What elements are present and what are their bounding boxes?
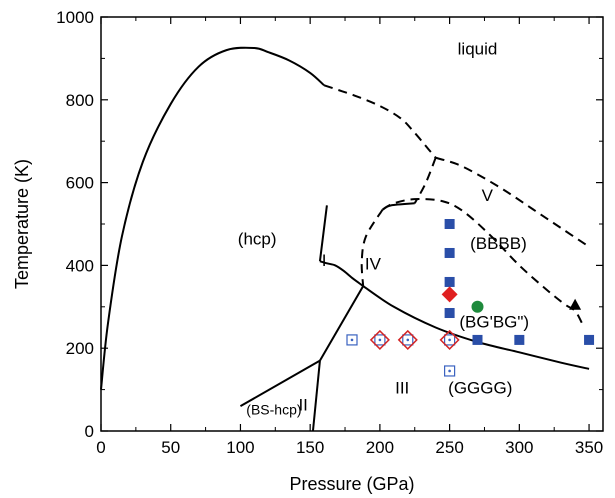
plot-frame [100,16,604,432]
open-diamond-marker [397,329,418,350]
phase-boundary-solid [311,360,321,432]
phase-labels: liquid (hcp) I IV V (BBBB) (BG'BG") III (GGGG) II… [238,39,529,417]
phase-label: liquid [458,39,498,58]
y-tick-label: 600 [66,174,94,193]
y-tick-label: 1000 [56,8,94,27]
y-tick-label: 800 [66,91,94,110]
x-tick-label: 0 [96,438,105,457]
x-tick-label: 300 [505,438,533,457]
open-square-center-dot [350,338,354,342]
filled-square-marker [444,219,455,229]
filled-circle-marker [471,300,484,313]
phase-label: IV [365,255,382,274]
open-square-center-dot [448,338,451,342]
x-tick-label: 150 [296,438,324,457]
filled-square-marker [444,247,455,258]
y-tick-label: 400 [66,256,94,275]
data-markers [346,219,595,377]
open-square-center-dot [406,338,410,342]
axis-ticks: 0 50 100 150 200 250 300 350 0 200 400 600 800 1000 [56,8,603,457]
phase-boundary-dashed [323,84,437,159]
phase-label: III [395,379,409,398]
filled-square-marker [472,334,483,345]
filled-square-marker [514,334,525,345]
filled-diamond-marker [441,286,458,303]
filled-square-marker [444,276,455,287]
phase-boundary-dashed [413,157,437,204]
filled-triangle-marker [569,298,582,310]
phase-boundary-dashed [435,156,590,248]
x-tick-label: 200 [366,438,394,457]
phase-label: (GGGG) [448,379,512,398]
open-square-center-dot [378,338,382,342]
open-diamond-marker [439,329,460,350]
y-tick-label: 0 [85,422,94,441]
phase-label: (hcp) [238,230,277,249]
phase-boundary-solid [239,359,321,408]
phase-label: (BG'BG") [459,313,529,332]
phase-label: (BBBB) [470,234,527,253]
phase-label: I [322,251,327,270]
phase-boundary-solid [319,260,364,287]
x-tick-label: 250 [435,438,463,457]
open-diamond-marker [369,329,390,350]
phase-label: (BS-hcp) [246,401,301,417]
open-square-center-dot [448,369,451,373]
x-axis-title: Pressure (GPa) [289,474,414,494]
x-tick-label: 350 [575,438,603,457]
x-tick-label: 50 [161,438,180,457]
phase-label: V [482,186,494,205]
y-tick-label: 200 [66,339,94,358]
phase-boundary-dashed [360,208,384,287]
filled-square-marker [444,308,455,319]
phase-boundary-solid [100,46,325,390]
x-tick-label: 100 [226,438,254,457]
plot-content [100,46,590,432]
filled-square-marker [584,334,595,345]
y-axis-title: Temperature (K) [12,159,32,289]
phase-boundary-solid [318,205,328,262]
phase-boundary-solid [319,285,365,362]
phase-label: II [298,395,307,414]
phase-boundary-dashed [382,198,583,324]
